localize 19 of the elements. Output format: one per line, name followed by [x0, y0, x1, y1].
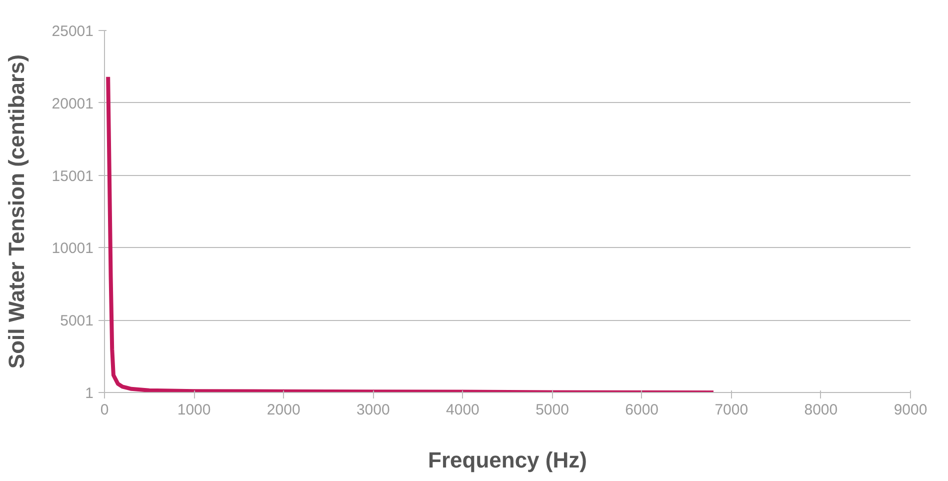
x-tick-label: 9000	[894, 402, 928, 418]
x-axis-title: Frequency (Hz)	[428, 448, 587, 472]
y-tick-label: 1	[85, 385, 94, 402]
y-axis-title: Soil Water Tension (centibars)	[4, 54, 29, 369]
y-tick-label: 15001	[52, 168, 94, 185]
x-tick-label: 8000	[804, 402, 838, 418]
y-tick-label: 10001	[52, 240, 94, 258]
y-tick-label: 5001	[60, 312, 94, 330]
x-tick-label: 5000	[536, 402, 569, 418]
x-tick-label: 3000	[356, 402, 390, 418]
x-tick-label: 7000	[714, 402, 748, 418]
x-tick-label: 6000	[625, 402, 659, 418]
x-tick-label: 0	[100, 402, 109, 418]
y-tick-label: 20001	[52, 95, 94, 112]
line-series	[106, 74, 716, 392]
y-tick-label: 25001	[52, 23, 94, 40]
x-tick-label: 4000	[446, 402, 480, 418]
x-tick-label: 1000	[177, 402, 211, 418]
x-tick-label: 2000	[266, 402, 300, 418]
